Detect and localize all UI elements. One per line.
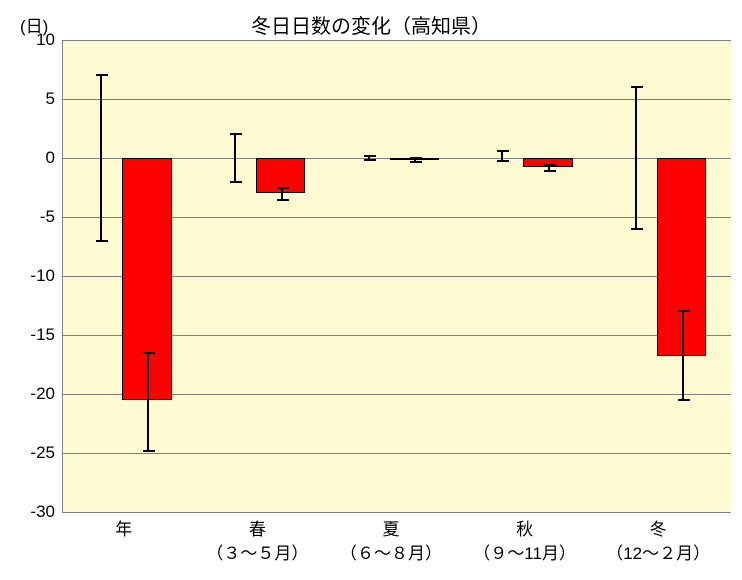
errorbar-bar — [414, 158, 416, 162]
ytick-label: -5 — [40, 207, 55, 227]
ytick-label: -25 — [30, 443, 55, 463]
chart-container: 冬日日数の変化（高知県） (日) 1050-5-10-15-20-25-30年春… — [0, 0, 742, 580]
xtick-label: 秋（９～11月） — [473, 518, 576, 566]
xtick-label: 年 — [115, 518, 132, 542]
errorbar-zero — [635, 87, 637, 229]
errorbar-bar — [548, 165, 550, 171]
ytick-label: 10 — [36, 30, 55, 50]
errorbar-zero — [368, 156, 370, 160]
errorbar-zero — [234, 134, 236, 181]
ytick-label: -10 — [30, 266, 55, 286]
ytick-label: -20 — [30, 384, 55, 404]
gridline — [63, 40, 731, 41]
plot-area: 1050-5-10-15-20-25-30年春（３～５月）夏（６～８月）秋（９～… — [62, 40, 731, 513]
gridline — [63, 99, 731, 100]
errorbar-bar — [682, 311, 684, 400]
ytick-label: -30 — [30, 502, 55, 522]
errorbar-bar — [147, 353, 149, 451]
chart-title: 冬日日数の変化（高知県） — [0, 10, 742, 39]
ytick-label: 0 — [46, 148, 55, 168]
ytick-label: -15 — [30, 325, 55, 345]
errorbar-zero — [501, 151, 503, 161]
gridline — [63, 453, 731, 454]
xtick-label: 夏（６～８月） — [340, 518, 442, 566]
errorbar-bar — [281, 188, 283, 201]
xtick-label: 冬（12～２月） — [606, 518, 710, 566]
ytick-label: 5 — [46, 89, 55, 109]
errorbar-zero — [100, 75, 102, 240]
xtick-label: 春（３～５月） — [206, 518, 308, 566]
